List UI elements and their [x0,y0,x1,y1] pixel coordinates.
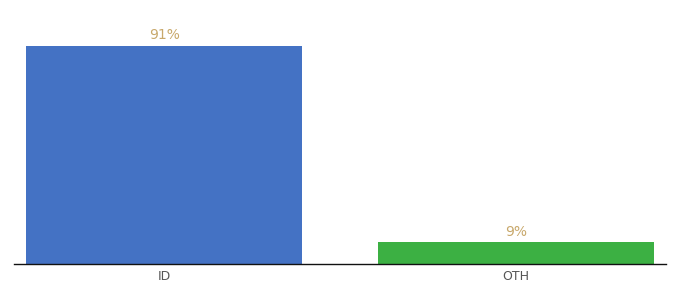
Bar [377,242,654,264]
Text: 91%: 91% [149,28,180,42]
Text: 9%: 9% [505,225,527,239]
Bar [26,46,303,264]
